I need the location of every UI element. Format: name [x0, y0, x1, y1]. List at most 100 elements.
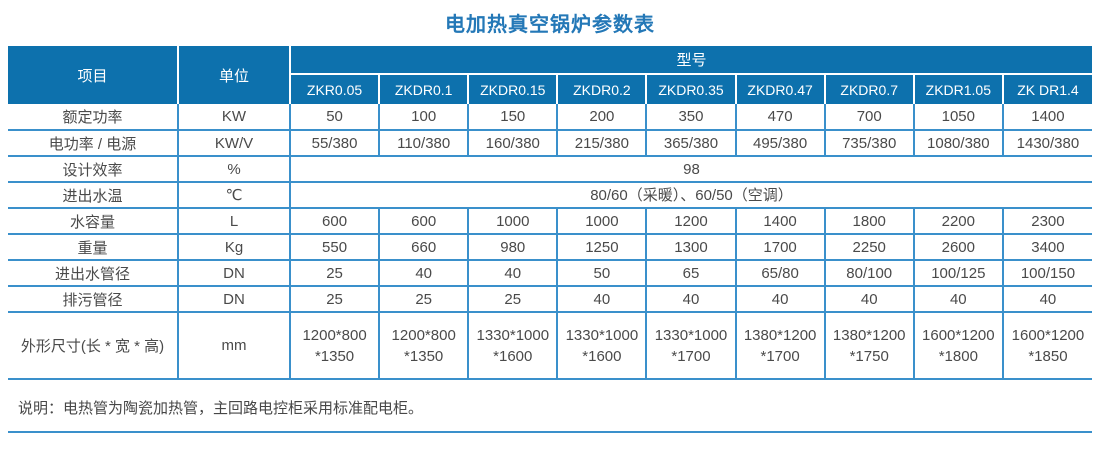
- value-cell: 65/80: [735, 260, 826, 287]
- model-header-cell: ZKDR1.05: [913, 73, 1004, 104]
- value-cell: 80/100: [824, 260, 915, 287]
- value-cell: 40: [646, 286, 737, 313]
- span-value-cell: 80/60（采暖）、60/50（空调）: [290, 182, 1092, 209]
- value-cell: 200: [557, 104, 648, 131]
- unit-cell: KW: [178, 104, 291, 131]
- value-cell: 50: [290, 104, 381, 131]
- value-cell: 150: [468, 104, 559, 131]
- value-cell: 40: [557, 286, 648, 313]
- column-header-unit: 单位: [178, 46, 291, 104]
- value-cell: 110/380: [379, 130, 470, 157]
- value-cell: 1300: [646, 234, 737, 261]
- table-row: 电功率 / 电源 KW/V 55/380 110/380 160/380 215/380 3…: [8, 130, 1092, 157]
- value-cell: 1330*1000 *1700: [646, 312, 737, 380]
- model-header-cell: ZKDR0.35: [646, 73, 737, 104]
- value-cell: 1330*1000 *1600: [557, 312, 648, 380]
- value-cell: 1080/380: [913, 130, 1004, 157]
- value-cell: 100/125: [913, 260, 1004, 287]
- value-cell: 1000: [557, 208, 648, 235]
- model-header-cell: ZKDR0.47: [735, 73, 826, 104]
- value-cell: 1250: [557, 234, 648, 261]
- bottom-divider: [8, 431, 1092, 433]
- value-cell: 1200*800 *1350: [379, 312, 470, 380]
- item-cell: 水容量: [8, 208, 179, 235]
- value-cell: 1400: [1002, 104, 1092, 131]
- item-cell: 重量: [8, 234, 179, 261]
- item-cell: 设计效率: [8, 156, 179, 183]
- item-cell: 进出水管径: [8, 260, 179, 287]
- model-header-cell: ZK DR1.4: [1002, 73, 1092, 104]
- value-cell: 25: [468, 286, 559, 313]
- value-cell: 700: [824, 104, 915, 131]
- value-cell: 600: [379, 208, 470, 235]
- span-value-cell: 98: [290, 156, 1092, 183]
- unit-cell: DN: [178, 286, 291, 313]
- model-header-cell: ZKR0.05: [290, 73, 381, 104]
- value-cell: 65: [646, 260, 737, 287]
- table-row: 排污管径 DN 25 25 25 40 40 40 40 40 40: [8, 286, 1092, 313]
- value-cell: 25: [379, 286, 470, 313]
- value-cell: 100/150: [1002, 260, 1092, 287]
- value-cell: 1430/380: [1002, 130, 1092, 157]
- value-cell: 40: [913, 286, 1004, 313]
- value-cell: 1600*1200 *1800: [913, 312, 1004, 380]
- value-cell: 50: [557, 260, 648, 287]
- item-cell: 额定功率: [8, 104, 179, 131]
- value-cell: 365/380: [646, 130, 737, 157]
- model-header-cell: ZKDR0.2: [557, 73, 648, 104]
- value-cell: 1380*1200 *1700: [735, 312, 826, 380]
- page-title: 电加热真空锅炉参数表: [445, 14, 655, 36]
- unit-cell: ℃: [178, 182, 291, 209]
- value-cell: 1380*1200 *1750: [824, 312, 915, 380]
- value-cell: 980: [468, 234, 559, 261]
- table-row: 外形尺寸(长 * 宽 * 高) mm 1200*800 *1350 1200*800 …: [8, 312, 1092, 380]
- value-cell: 160/380: [468, 130, 559, 157]
- value-cell: 495/380: [735, 130, 826, 157]
- table-row: 额定功率 KW 50 100 150 200 350 470 700 1050 1400: [8, 104, 1092, 131]
- value-cell: 1600*1200 *1850: [1002, 312, 1092, 380]
- footnote: 说明：电热管为陶瓷加热管，主回路电控柜采用标准配电柜。: [18, 400, 424, 417]
- model-header-cell: ZKDR0.7: [824, 73, 915, 104]
- value-cell: 25: [290, 286, 381, 313]
- value-cell: 1200: [646, 208, 737, 235]
- item-cell: 电功率 / 电源: [8, 130, 179, 157]
- value-cell: 470: [735, 104, 826, 131]
- item-cell: 进出水温: [8, 182, 179, 209]
- unit-cell: Kg: [178, 234, 291, 261]
- table-row: 进出水管径 DN 25 40 40 50 65 65/80 80/100 100/125 100/1…: [8, 260, 1092, 287]
- value-cell: 1000: [468, 208, 559, 235]
- header-row-models: ZKR0.05 ZKDR0.1 ZKDR0.15 ZKDR0.2 ZKDR0.35 ZKD…: [8, 73, 1092, 104]
- value-cell: 1200*800 *1350: [290, 312, 381, 380]
- column-header-item: 项目: [8, 46, 179, 104]
- value-cell: 40: [735, 286, 826, 313]
- value-cell: 1700: [735, 234, 826, 261]
- value-cell: 600: [290, 208, 381, 235]
- value-cell: 1330*1000 *1600: [468, 312, 559, 380]
- value-cell: 1400: [735, 208, 826, 235]
- value-cell: 3400: [1002, 234, 1092, 261]
- value-cell: 660: [379, 234, 470, 261]
- value-cell: 215/380: [557, 130, 648, 157]
- value-cell: 40: [1002, 286, 1092, 313]
- value-cell: 40: [824, 286, 915, 313]
- item-cell: 外形尺寸(长 * 宽 * 高): [8, 312, 179, 380]
- value-cell: 1050: [913, 104, 1004, 131]
- value-cell: 40: [379, 260, 470, 287]
- value-cell: 55/380: [290, 130, 381, 157]
- value-cell: 100: [379, 104, 470, 131]
- model-header-cell: ZKDR0.15: [468, 73, 559, 104]
- unit-cell: mm: [178, 312, 291, 380]
- unit-cell: KW/V: [178, 130, 291, 157]
- column-header-model-group: 型号: [290, 46, 1092, 74]
- table-row: 设计效率% 98: [8, 156, 1092, 183]
- value-cell: 350: [646, 104, 737, 131]
- value-cell: 2250: [824, 234, 915, 261]
- value-cell: 550: [290, 234, 381, 261]
- model-header-cell: ZKDR0.1: [379, 73, 470, 104]
- table-row: 进出水温 ℃ 80/60（采暖）、60/50（空调）: [8, 182, 1092, 209]
- spec-table-body: 额定功率 KW 50 100 150 200 350 470 700 1050 1400 电功率 / …: [8, 104, 1092, 380]
- unit-cell: DN: [178, 260, 291, 287]
- header-row-top: 项目 单位 型号: [8, 46, 1092, 104]
- value-cell: 2600: [913, 234, 1004, 261]
